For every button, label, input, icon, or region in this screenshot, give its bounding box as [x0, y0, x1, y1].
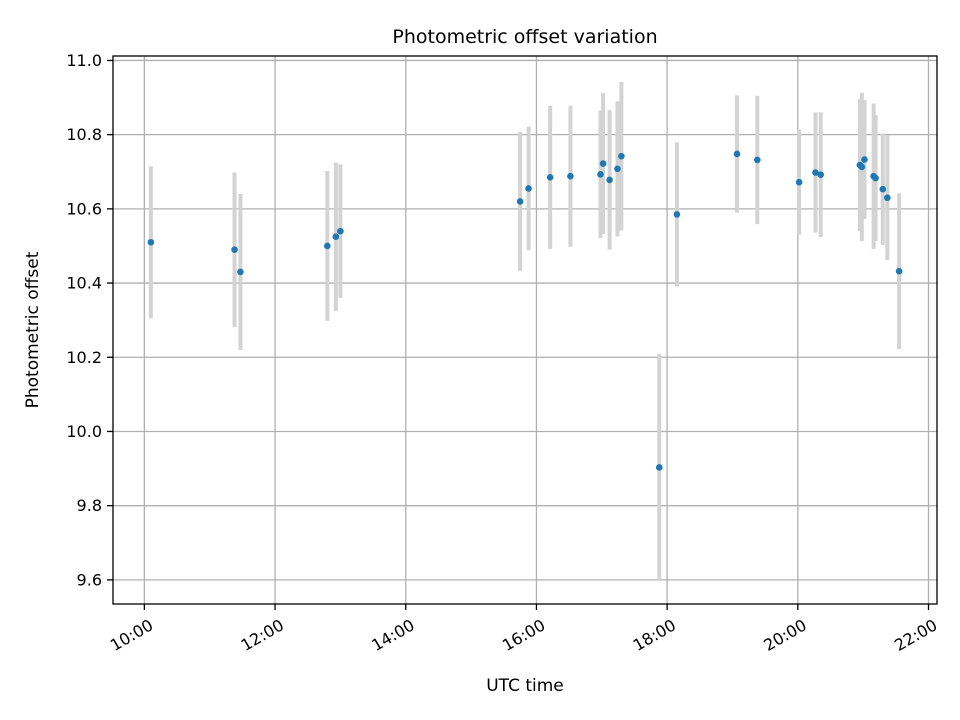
- data-point: [147, 238, 155, 246]
- data-point: [599, 160, 607, 167]
- data-point: [237, 268, 244, 276]
- data-point: [861, 156, 868, 163]
- data-point: [895, 267, 903, 275]
- data-point: [884, 194, 891, 202]
- y-tick-label: 9.6: [77, 570, 102, 589]
- data-point: [655, 464, 663, 471]
- chart-title: Photometric offset variation: [392, 26, 657, 48]
- data-point: [324, 242, 331, 250]
- data-point: [337, 227, 344, 235]
- data-point: [795, 178, 803, 186]
- data-point: [879, 185, 887, 193]
- data-point: [516, 198, 524, 205]
- data-point: [546, 174, 554, 181]
- y-tick-label: 10.0: [66, 422, 102, 441]
- data-point: [673, 211, 681, 218]
- y-axis-label: Photometric offset: [23, 251, 43, 408]
- y-tick-label: 10.4: [66, 274, 102, 293]
- data-point: [606, 176, 613, 184]
- data-point: [733, 150, 741, 158]
- x-axis-label: UTC time: [486, 676, 564, 696]
- y-tick-label: 10.6: [66, 199, 102, 218]
- y-axis: 9.6 9.8 10.0 10.2 10.4 10.6 10.8 11.0: [66, 51, 113, 589]
- data-point: [754, 156, 761, 164]
- plot-frame: [112, 55, 938, 605]
- data-point: [812, 169, 819, 176]
- y-tick-label: 11.0: [66, 51, 102, 70]
- y-tick-label: 10.2: [66, 348, 102, 367]
- data-point: [872, 174, 879, 182]
- data-point: [618, 152, 625, 160]
- data-point: [567, 172, 574, 180]
- y-tick-label: 9.8: [77, 496, 102, 515]
- data-point: [332, 233, 340, 240]
- markers: [147, 150, 903, 471]
- data-point: [817, 171, 824, 179]
- grid: [113, 56, 937, 604]
- y-tick-label: 10.8: [66, 125, 102, 144]
- data-point: [858, 163, 866, 171]
- data-point: [597, 171, 604, 178]
- data-point: [231, 246, 238, 253]
- data-point: [614, 165, 621, 173]
- data-point: [525, 185, 532, 192]
